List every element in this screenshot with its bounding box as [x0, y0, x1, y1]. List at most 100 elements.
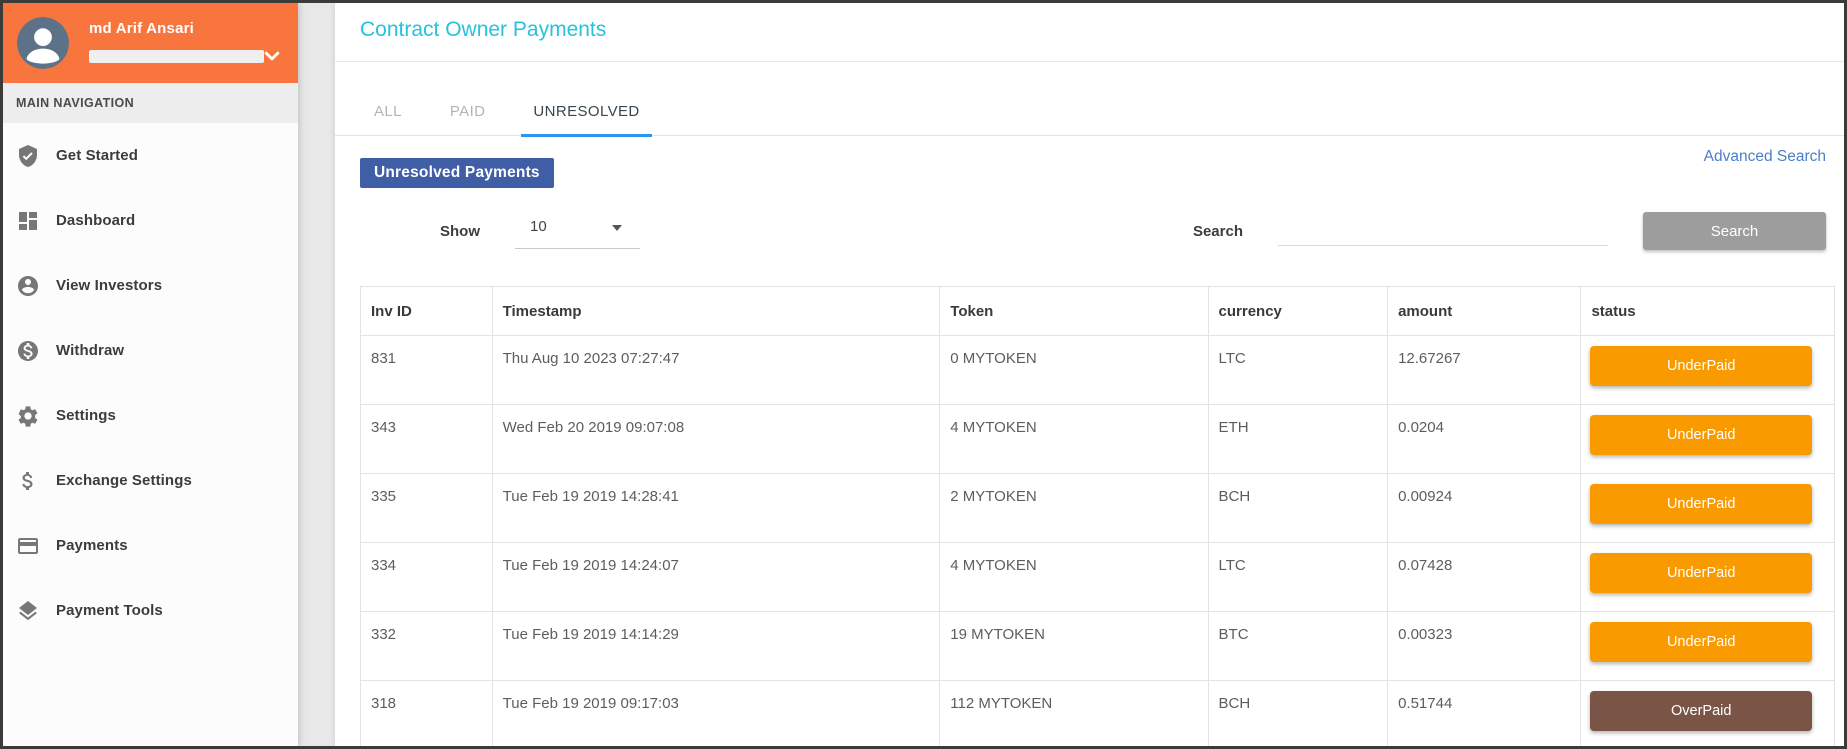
cell-currency: LTC: [1207, 542, 1389, 612]
cell-status: UnderPaid: [1580, 473, 1835, 543]
page-title: Contract Owner Payments: [360, 18, 607, 41]
table-row: 332 Tue Feb 19 2019 14:14:29 19 MYTOKEN BTC…: [360, 611, 1835, 681]
page-size-value: 10: [530, 218, 547, 235]
section-badge: Unresolved Payments: [360, 158, 554, 188]
credit-card-icon: [16, 534, 40, 558]
cell-token: 4 MYTOKEN: [939, 404, 1209, 474]
column-header-currency: currency: [1207, 286, 1389, 336]
cell-timestamp: Wed Feb 20 2019 09:07:08: [491, 404, 941, 474]
cell-amount: 12.67267: [1387, 335, 1582, 405]
sidebar-nav: Get Started Dashboard View Investors Withdr…: [3, 123, 298, 746]
cell-amount: 0.0204: [1387, 404, 1582, 474]
status-button[interactable]: UnderPaid: [1590, 415, 1812, 455]
nav-section-label: MAIN NAVIGATION: [3, 83, 298, 123]
tab-all[interactable]: ALL: [374, 103, 402, 120]
cell-timestamp: Tue Feb 19 2019 14:14:29: [491, 611, 941, 681]
table-header-row: Inv ID Timestamp Token currency amount status: [360, 286, 1835, 336]
toolbar-row: Unresolved Payments Advanced Search: [335, 136, 1844, 191]
sidebar-item-label: Payment Tools: [56, 602, 163, 619]
sidebar-item-label: Dashboard: [56, 212, 136, 229]
person-silhouette-icon: [17, 17, 69, 69]
cell-status: UnderPaid: [1580, 335, 1835, 405]
column-header-inv-id: Inv ID: [360, 286, 493, 336]
show-label: Show: [440, 222, 480, 240]
advanced-search-link[interactable]: Advanced Search: [1703, 148, 1826, 165]
layers-icon: [16, 599, 40, 623]
dollar-icon: [16, 469, 40, 493]
page-size-select[interactable]: 10: [515, 213, 640, 249]
search-input[interactable]: [1278, 216, 1608, 246]
sidebar-item-exchange-settings[interactable]: Exchange Settings: [3, 448, 298, 513]
sidebar: md Arif Ansari MAIN NAVIGATION Get Start…: [3, 3, 298, 746]
caret-down-icon: [612, 224, 622, 231]
sidebar-item-dashboard[interactable]: Dashboard: [3, 188, 298, 253]
card-header: Contract Owner Payments: [335, 3, 1844, 62]
cell-status: UnderPaid: [1580, 542, 1835, 612]
search-label: Search: [1192, 222, 1243, 240]
table-body: 831 Thu Aug 10 2023 07:27:47 0 MYTOKEN LTC 1…: [360, 335, 1835, 746]
status-button[interactable]: UnderPaid: [1590, 553, 1812, 593]
cell-amount: 0.07428: [1387, 542, 1582, 612]
sidebar-item-label: View Investors: [56, 277, 163, 294]
gear-icon: [16, 404, 40, 428]
user-info: md Arif Ansari: [89, 20, 284, 66]
user-dropdown-bar[interactable]: [89, 49, 264, 63]
payments-table: Inv ID Timestamp Token currency amount status…: [360, 286, 1835, 746]
sidebar-item-label: Get Started: [56, 147, 138, 164]
search-button[interactable]: Search: [1643, 212, 1826, 250]
column-header-timestamp: Timestamp: [491, 286, 941, 336]
tab-paid[interactable]: PAID: [449, 103, 486, 120]
cell-inv-id: 318: [360, 680, 493, 746]
sidebar-item-withdraw[interactable]: Withdraw: [3, 318, 298, 383]
dollar-circle-icon: [16, 339, 40, 363]
cell-currency: BTC: [1207, 611, 1389, 681]
cell-token: 0 MYTOKEN: [939, 335, 1209, 405]
column-header-status: status: [1580, 286, 1835, 336]
cell-currency: BCH: [1207, 473, 1389, 543]
cell-timestamp: Tue Feb 19 2019 14:28:41: [491, 473, 941, 543]
cell-token: 2 MYTOKEN: [939, 473, 1209, 543]
cell-inv-id: 831: [360, 335, 493, 405]
dashboard-icon: [16, 209, 40, 233]
chevron-down-icon[interactable]: [260, 46, 284, 66]
status-button[interactable]: UnderPaid: [1590, 484, 1812, 524]
table-wrap: Inv ID Timestamp Token currency amount status…: [360, 286, 1835, 746]
user-dropdown[interactable]: [89, 46, 284, 66]
sidebar-item-label: Withdraw: [56, 342, 125, 359]
main-content: Contract Owner Payments ALL PAID UNRESOLVE…: [335, 3, 1844, 746]
cell-token: 112 MYTOKEN: [939, 680, 1209, 746]
cell-inv-id: 332: [360, 611, 493, 681]
cell-status: UnderPaid: [1580, 404, 1835, 474]
sidebar-item-settings[interactable]: Settings: [3, 383, 298, 448]
table-row: 343 Wed Feb 20 2019 09:07:08 4 MYTOKEN ETH 0…: [360, 404, 1835, 474]
status-button[interactable]: UnderPaid: [1590, 622, 1812, 662]
user-panel: md Arif Ansari: [3, 3, 298, 83]
status-button[interactable]: UnderPaid: [1590, 346, 1812, 386]
cell-amount: 0.00924: [1387, 473, 1582, 543]
cell-currency: ETH: [1207, 404, 1389, 474]
cell-token: 19 MYTOKEN: [939, 611, 1209, 681]
cell-inv-id: 335: [360, 473, 493, 543]
sidebar-item-get-started[interactable]: Get Started: [3, 123, 298, 188]
cell-currency: BCH: [1207, 680, 1389, 746]
cell-amount: 0.51744: [1387, 680, 1582, 746]
sidebar-item-view-investors[interactable]: View Investors: [3, 253, 298, 318]
avatar: [17, 17, 69, 69]
cell-inv-id: 343: [360, 404, 493, 474]
sidebar-item-payment-tools[interactable]: Payment Tools: [3, 578, 298, 643]
column-header-token: Token: [939, 286, 1209, 336]
sidebar-item-label: Settings: [56, 407, 116, 424]
status-button[interactable]: OverPaid: [1590, 691, 1812, 731]
tab-bar: ALL PAID UNRESOLVED: [335, 62, 1844, 137]
cell-status: OverPaid: [1580, 680, 1835, 746]
sidebar-item-label: Exchange Settings: [56, 472, 192, 489]
person-circle-icon: [16, 274, 40, 298]
table-row: 335 Tue Feb 19 2019 14:28:41 2 MYTOKEN BCH 0…: [360, 473, 1835, 543]
table-row: 831 Thu Aug 10 2023 07:27:47 0 MYTOKEN LTC 1…: [360, 335, 1835, 405]
cell-timestamp: Thu Aug 10 2023 07:27:47: [491, 335, 941, 405]
tab-unresolved[interactable]: UNRESOLVED: [521, 103, 652, 137]
table-row: 334 Tue Feb 19 2019 14:24:07 4 MYTOKEN LTC 0…: [360, 542, 1835, 612]
sidebar-item-payments[interactable]: Payments: [3, 513, 298, 578]
cell-currency: LTC: [1207, 335, 1389, 405]
